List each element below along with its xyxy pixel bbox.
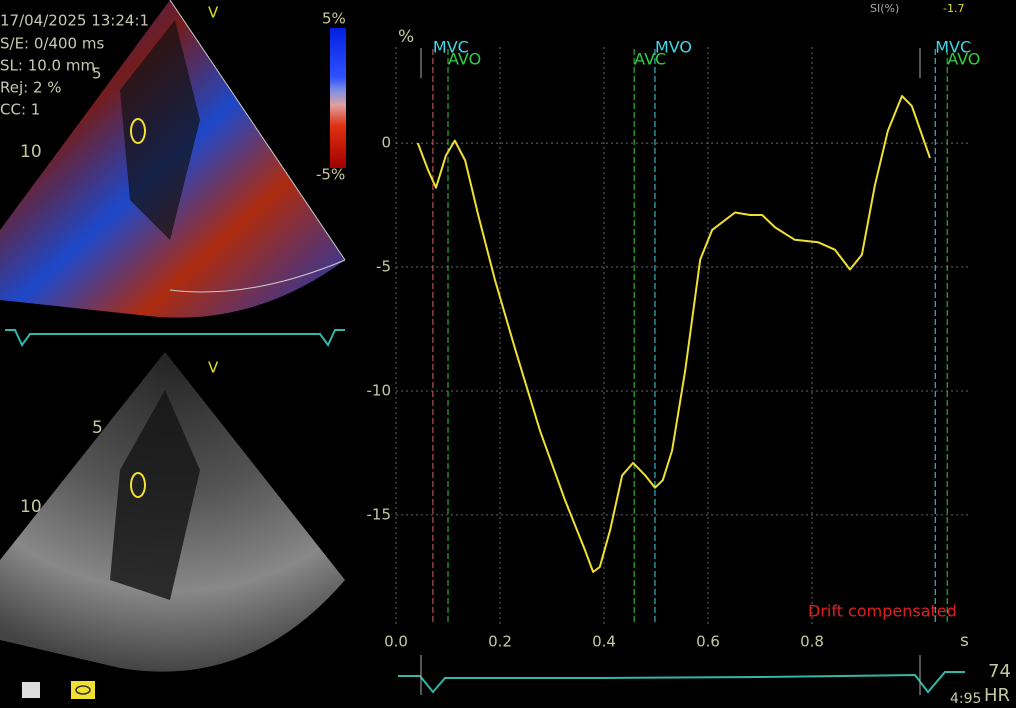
scale-max: 5% xyxy=(322,10,346,28)
heart-rate: 74 xyxy=(988,661,1011,682)
readout-label: SI(%) xyxy=(870,2,899,15)
roi-tool[interactable] xyxy=(71,681,95,699)
event-label: AVC xyxy=(634,50,666,69)
ecg-trace xyxy=(398,671,965,694)
depth-label: 10 xyxy=(20,142,42,162)
y-tick-label: -15 xyxy=(367,505,392,523)
orientation: V xyxy=(208,359,219,377)
heart-rate-label: HR xyxy=(984,685,1010,706)
x-tick-label: 0.2 xyxy=(488,633,512,651)
x-tick-label: 0.4 xyxy=(592,633,616,651)
y-axis-label: % xyxy=(398,27,414,47)
doppler-image xyxy=(0,0,346,318)
y-tick-label: -10 xyxy=(367,381,392,399)
ecg-trace xyxy=(5,329,345,347)
x-tick-label: 0.0 xyxy=(384,633,408,651)
event-label: MVO xyxy=(655,38,692,57)
orientation: V xyxy=(208,4,219,22)
y-tick-label: 0 xyxy=(381,134,391,152)
event-label: MVC xyxy=(935,38,971,57)
y-tick-label: -5 xyxy=(376,258,391,276)
depth-label: 5 xyxy=(92,418,103,438)
overlay-line: 17/04/2025 13:24:1 xyxy=(0,12,149,30)
readout-value: -1.7 xyxy=(943,2,964,15)
clock: 4:95 xyxy=(950,691,981,707)
overlay-line: CC: 1 xyxy=(0,101,40,119)
x-tick-label: 0.6 xyxy=(696,633,720,651)
pen-tool[interactable] xyxy=(22,682,40,698)
color-bar xyxy=(330,28,346,168)
overlay-line: SL: 10.0 mm xyxy=(0,57,95,75)
depth-label: 10 xyxy=(20,497,42,517)
bmode-image xyxy=(0,352,345,672)
annotation: Drift compensated xyxy=(808,602,957,621)
event-label: MVC xyxy=(433,38,469,57)
strain-curve xyxy=(416,95,931,573)
roi-icon xyxy=(75,685,91,695)
scale-min: -5% xyxy=(316,166,345,184)
x-axis-label: s xyxy=(960,631,969,651)
x-tick-label: 0.8 xyxy=(800,633,824,651)
overlay-line: S/E: 0/400 ms xyxy=(0,35,104,53)
event-label: AVO xyxy=(947,50,980,69)
depth-label: 5 xyxy=(92,65,102,83)
overlay-line: Rej: 2 % xyxy=(0,79,62,97)
event-label: AVO xyxy=(448,50,481,69)
